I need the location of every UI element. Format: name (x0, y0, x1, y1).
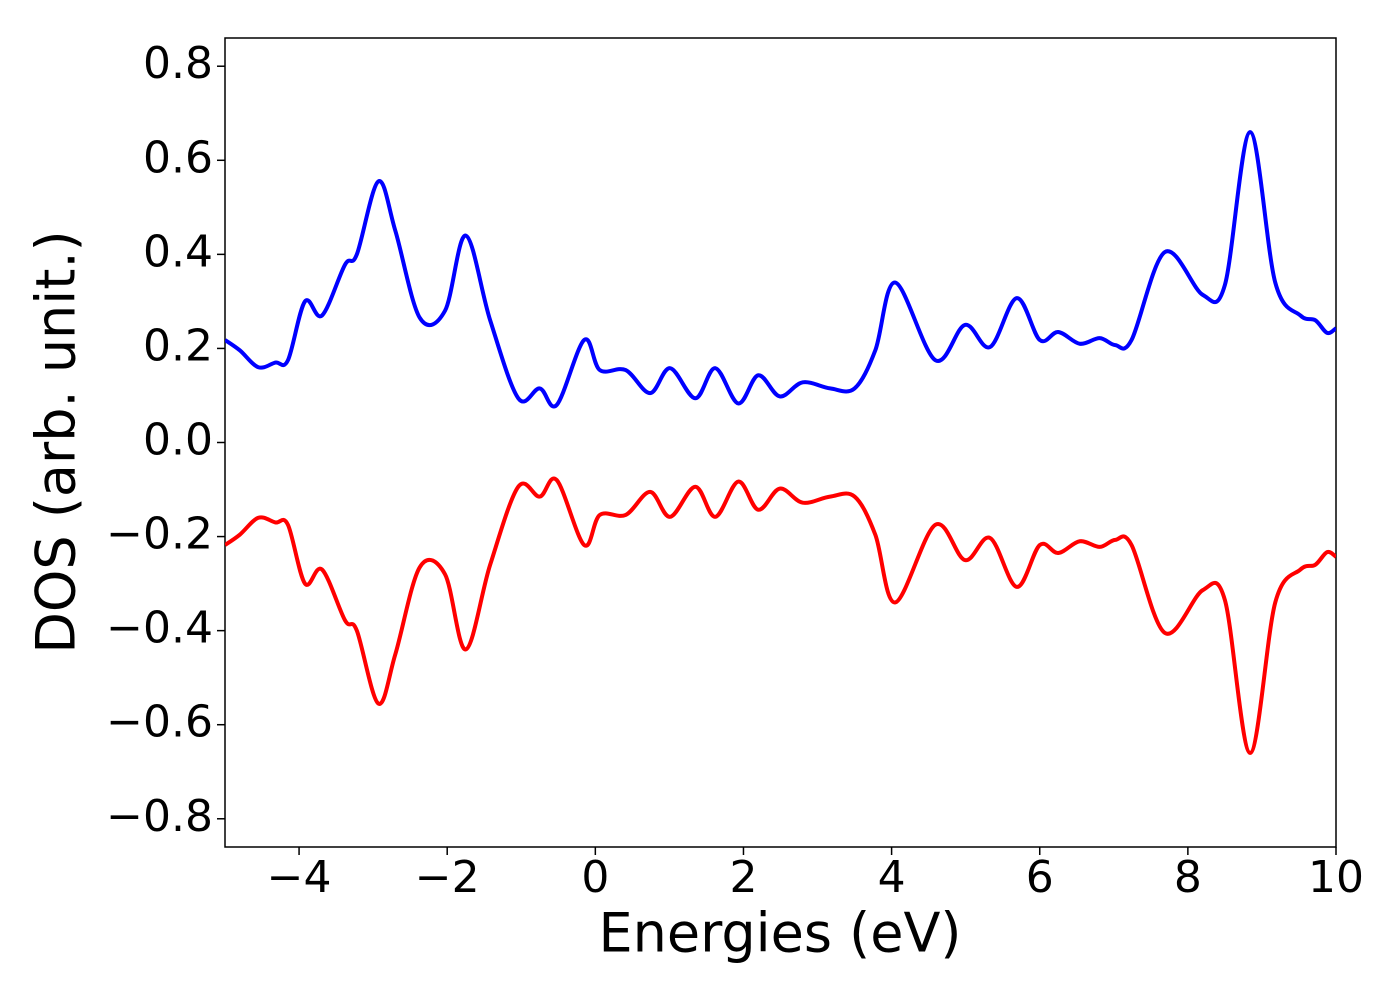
y-tick-label: 0.6 (143, 132, 213, 183)
plot-frame (224, 37, 1337, 848)
x-tick-label: 6 (1026, 852, 1054, 903)
y-tick-label: −0.8 (106, 791, 213, 842)
x-tick-label: 10 (1308, 852, 1364, 903)
x-tick-label: −2 (415, 852, 480, 903)
y-tick-label: 0.2 (143, 320, 213, 371)
y-tick-label: 0.8 (143, 38, 213, 89)
y-tick-label: −0.6 (106, 697, 213, 748)
y-tick-label: −0.2 (106, 509, 213, 560)
y-tick-label: 0.0 (143, 415, 213, 466)
dos-line (225, 476, 1336, 755)
x-tick-label: 2 (729, 852, 757, 903)
x-tick-label: 8 (1174, 852, 1202, 903)
y-tick-label: 0.4 (143, 226, 213, 277)
x-tick-label: 0 (581, 852, 609, 903)
y-axis-label: DOS (arb. unit.) (25, 230, 88, 653)
x-axis-label: Energies (eV) (599, 902, 962, 965)
x-tick-label: 4 (878, 852, 906, 903)
x-tick-label: −4 (267, 852, 332, 903)
y-tick-label: −0.4 (106, 603, 213, 654)
dos-line (225, 130, 1336, 409)
